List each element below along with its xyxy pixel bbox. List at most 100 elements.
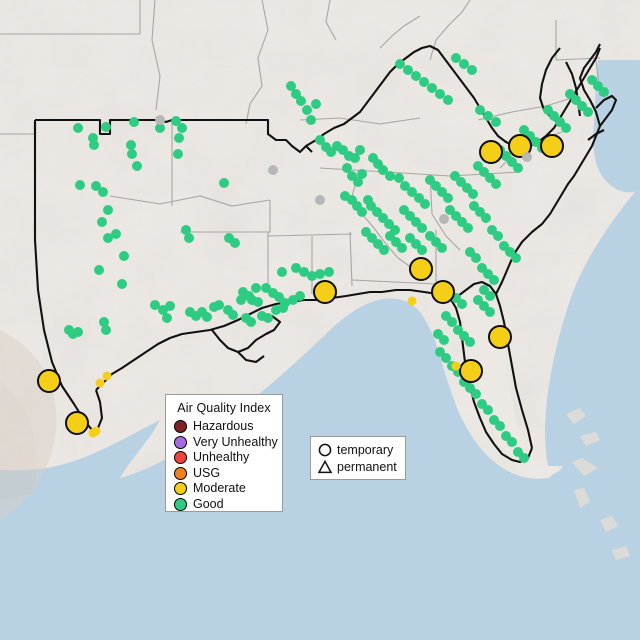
site-marker-good[interactable]: [475, 207, 485, 217]
site-marker-good[interactable]: [344, 151, 354, 161]
site-marker-moderate[interactable]: [431, 280, 455, 304]
site-marker-good[interactable]: [291, 89, 301, 99]
site-marker-good[interactable]: [561, 123, 571, 133]
site-marker-good[interactable]: [366, 201, 376, 211]
site-marker-moderate-small[interactable]: [95, 378, 105, 388]
site-marker-good[interactable]: [372, 207, 382, 217]
site-marker-good[interactable]: [437, 187, 447, 197]
site-marker-good[interactable]: [171, 116, 181, 126]
site-marker-good[interactable]: [587, 75, 597, 85]
site-marker-good[interactable]: [593, 81, 603, 91]
site-marker-good[interactable]: [177, 123, 187, 133]
site-marker-good[interactable]: [459, 331, 469, 341]
site-marker-good[interactable]: [435, 347, 445, 357]
site-marker-moderate[interactable]: [508, 134, 532, 158]
site-marker-good[interactable]: [173, 149, 183, 159]
site-marker-good[interactable]: [223, 305, 233, 315]
site-marker-good[interactable]: [307, 271, 317, 281]
site-marker-good[interactable]: [443, 193, 453, 203]
site-marker-good[interactable]: [491, 117, 501, 127]
site-marker-good[interactable]: [501, 151, 511, 161]
site-marker-moderate[interactable]: [479, 140, 503, 164]
site-marker-good[interactable]: [439, 335, 449, 345]
site-marker-good[interactable]: [451, 293, 461, 303]
site-marker-good[interactable]: [268, 288, 278, 298]
site-marker-good[interactable]: [599, 87, 609, 97]
site-marker-good[interactable]: [459, 377, 469, 387]
site-marker-good[interactable]: [543, 105, 553, 115]
site-marker-good[interactable]: [397, 243, 407, 253]
site-marker-good[interactable]: [549, 111, 559, 121]
site-marker-good[interactable]: [489, 415, 499, 425]
site-marker-good[interactable]: [91, 181, 101, 191]
site-marker-moderate[interactable]: [409, 257, 433, 281]
site-marker-good[interactable]: [453, 325, 463, 335]
site-marker-good[interactable]: [73, 327, 83, 337]
site-marker-good[interactable]: [477, 263, 487, 273]
site-marker-good[interactable]: [427, 83, 437, 93]
site-marker-good[interactable]: [485, 173, 495, 183]
site-marker-good[interactable]: [431, 237, 441, 247]
site-marker-good[interactable]: [155, 123, 165, 133]
site-marker-good[interactable]: [299, 267, 309, 277]
site-marker-good[interactable]: [367, 233, 377, 243]
aqi-legend-row-moderate[interactable]: Moderate: [174, 481, 274, 497]
site-marker-good[interactable]: [425, 231, 435, 241]
site-marker-unknown[interactable]: [315, 195, 325, 205]
site-marker-good[interactable]: [405, 211, 415, 221]
site-marker-good[interactable]: [437, 243, 447, 253]
aqi-legend-row-hazardous[interactable]: Hazardous: [174, 419, 274, 435]
site-marker-good[interactable]: [487, 225, 497, 235]
site-marker-good[interactable]: [483, 269, 493, 279]
site-marker-good[interactable]: [126, 140, 136, 150]
site-marker-good[interactable]: [419, 77, 429, 87]
site-marker-good[interactable]: [483, 111, 493, 121]
site-marker-good[interactable]: [373, 159, 383, 169]
site-marker-good[interactable]: [352, 201, 362, 211]
site-marker-good[interactable]: [507, 157, 517, 167]
site-marker-good[interactable]: [219, 178, 229, 188]
site-marker-good[interactable]: [111, 229, 121, 239]
site-marker-good[interactable]: [321, 142, 331, 152]
site-marker-good[interactable]: [202, 312, 212, 322]
site-marker-good[interactable]: [184, 233, 194, 243]
site-marker-good[interactable]: [462, 183, 472, 193]
site-marker-good[interactable]: [247, 295, 257, 305]
site-marker-good[interactable]: [507, 437, 517, 447]
site-marker-good[interactable]: [129, 117, 139, 127]
site-marker-good[interactable]: [127, 149, 137, 159]
site-marker-good[interactable]: [473, 161, 483, 171]
site-marker-good[interactable]: [132, 161, 142, 171]
site-marker-good[interactable]: [355, 145, 365, 155]
site-marker-good[interactable]: [88, 133, 98, 143]
site-marker-good[interactable]: [501, 431, 511, 441]
site-marker-good[interactable]: [302, 105, 312, 115]
site-marker-good[interactable]: [479, 285, 489, 295]
site-marker-good[interactable]: [477, 399, 487, 409]
site-marker-good[interactable]: [99, 317, 109, 327]
site-marker-good[interactable]: [263, 313, 273, 323]
site-marker-good[interactable]: [350, 153, 360, 163]
site-marker-good[interactable]: [324, 267, 334, 277]
site-marker-good[interactable]: [467, 65, 477, 75]
aqi-legend-row-very-unhealthy[interactable]: Very Unhealthy: [174, 435, 278, 451]
site-marker-good[interactable]: [75, 180, 85, 190]
site-marker-good[interactable]: [347, 195, 357, 205]
site-marker-good[interactable]: [473, 295, 483, 305]
site-marker-good[interactable]: [565, 89, 575, 99]
site-marker-good[interactable]: [479, 167, 489, 177]
site-marker-good[interactable]: [531, 137, 541, 147]
site-marker-good[interactable]: [378, 165, 388, 175]
site-marker-good[interactable]: [479, 301, 489, 311]
site-marker-good[interactable]: [456, 177, 466, 187]
site-marker-good[interactable]: [228, 310, 238, 320]
site-marker-good[interactable]: [491, 179, 501, 189]
site-marker-good[interactable]: [97, 217, 107, 227]
site-marker-good[interactable]: [373, 239, 383, 249]
site-marker-good[interactable]: [468, 189, 478, 199]
site-marker-good[interactable]: [174, 133, 184, 143]
site-marker-good[interactable]: [475, 105, 485, 115]
site-marker-moderate-small[interactable]: [102, 371, 112, 381]
site-marker-good[interactable]: [495, 421, 505, 431]
site-marker-good[interactable]: [326, 147, 336, 157]
